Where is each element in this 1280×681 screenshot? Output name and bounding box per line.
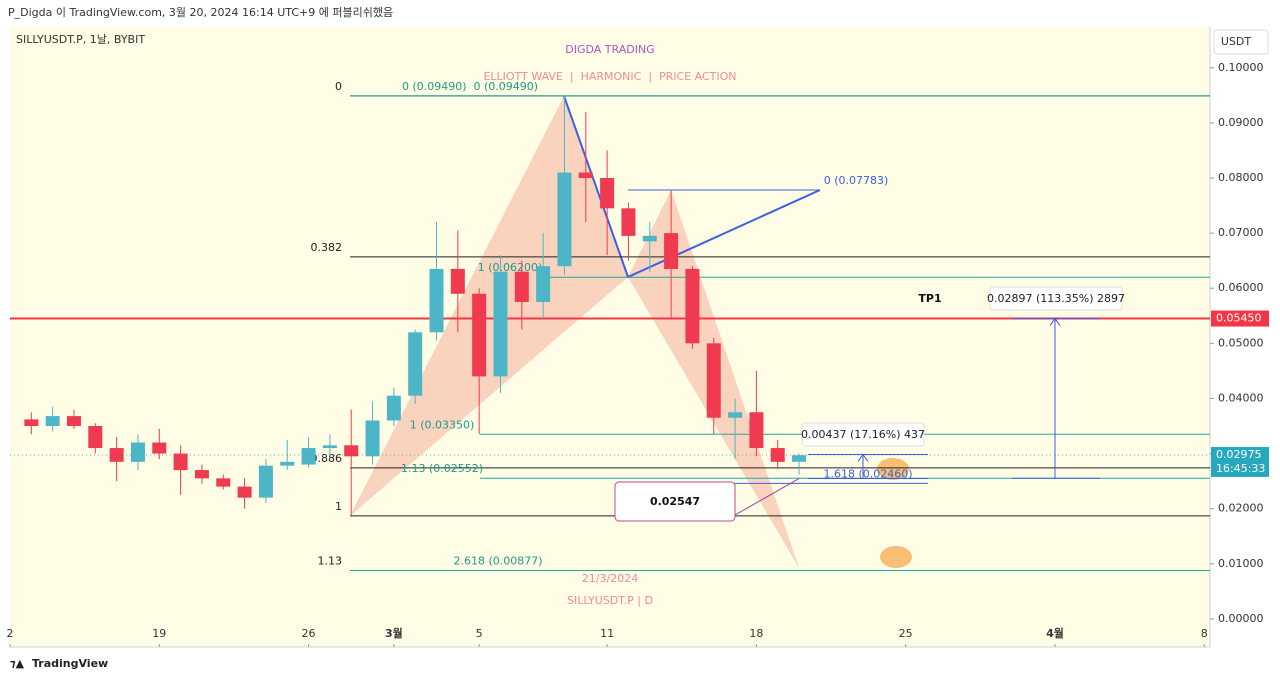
y-tick-label: 0.06000 xyxy=(1218,281,1264,294)
candle-body xyxy=(152,442,167,454)
highlight-blob xyxy=(877,458,909,480)
x-tick-label: 8 xyxy=(1201,627,1208,640)
candle-body xyxy=(130,442,145,462)
candle-body xyxy=(280,461,295,466)
fib-label: 1 xyxy=(335,500,342,513)
candle-body xyxy=(600,178,615,209)
callout-box xyxy=(614,481,736,522)
candle-body xyxy=(578,172,593,179)
x-tick-label: 19 xyxy=(152,627,166,640)
candle-body xyxy=(216,478,231,487)
y-tick-label: 0.07000 xyxy=(1218,226,1264,239)
fib-label: 1 (0.03350) xyxy=(410,418,475,431)
y-tick-label: 0.04000 xyxy=(1218,391,1264,404)
candle-body xyxy=(792,455,807,462)
callout-pointer xyxy=(734,478,800,516)
y-tick-label: 0.02000 xyxy=(1218,502,1264,515)
candle-body xyxy=(706,343,721,418)
plot-background xyxy=(10,27,1210,647)
candle-body xyxy=(770,448,785,462)
candle-body xyxy=(66,416,81,427)
candle-body xyxy=(45,416,60,427)
fib-label: 2.618 (0.00877) xyxy=(453,555,542,568)
x-tick-label: 3월 xyxy=(385,626,403,640)
measure-box xyxy=(801,422,925,447)
title: DIGDA TRADING xyxy=(565,43,654,56)
footer: TradingView xyxy=(32,657,108,670)
candle-body xyxy=(344,445,359,457)
candle-body xyxy=(642,235,657,242)
y-tick-label: 0.00000 xyxy=(1218,612,1264,625)
fib-label: 1.13 (0.02552) xyxy=(401,462,483,475)
measure-arrowhead xyxy=(857,453,869,462)
candle-body xyxy=(173,453,188,471)
y-tick-label: 0.09000 xyxy=(1218,116,1264,129)
candle-body xyxy=(450,268,465,294)
target-label: TP1 xyxy=(918,292,941,305)
candle-body xyxy=(386,395,401,421)
fib-label: 0 (0.09490) 0 (0.09490) xyxy=(402,80,538,93)
x-tick-label: 25 xyxy=(899,627,913,640)
callout-label: 0.02547 xyxy=(650,495,700,508)
candle-body xyxy=(301,448,316,465)
currency-box[interactable] xyxy=(1213,29,1269,55)
candle-body xyxy=(493,271,508,377)
date-note: 21/3/2024 xyxy=(582,572,638,585)
x-tick-label: 5 xyxy=(476,627,483,640)
fib-label: 1 (0.06200) xyxy=(478,261,543,274)
candle-body xyxy=(685,268,700,344)
price-line-tag xyxy=(1211,310,1269,327)
symbol: SILLYUSDT.P, 1날, BYBIT xyxy=(16,33,145,46)
candle-body xyxy=(408,332,423,396)
candle-body xyxy=(237,486,252,498)
fib-label: 1.618 (0.02460) xyxy=(823,467,912,480)
x-tick-label: 11 xyxy=(600,627,614,640)
candle-body xyxy=(109,448,124,462)
candle-body xyxy=(664,233,679,269)
candle-body xyxy=(194,470,209,479)
x-tick-label: 2 xyxy=(7,627,14,640)
y-tick-label: 0.10000 xyxy=(1218,61,1264,74)
subtitle: ELLIOTT WAVE | HARMONIC | PRICE ACTION xyxy=(483,70,736,83)
candle-body xyxy=(365,420,380,457)
candle-body xyxy=(472,293,487,377)
measure-arrowhead xyxy=(1049,317,1061,326)
y-tick-label: 0.08000 xyxy=(1218,171,1264,184)
fib-label: 0 (0.07783) xyxy=(824,174,889,187)
candle-body xyxy=(536,266,551,303)
price-line-label: 0.05450 xyxy=(1216,312,1262,325)
x-tick-label: 26 xyxy=(302,627,316,640)
x-tick-label: 18 xyxy=(749,627,763,640)
measure-label: 0.00437 (17.16%) 437 xyxy=(801,428,925,441)
x-tick-label: 4월 xyxy=(1046,626,1064,640)
candle-body xyxy=(557,172,572,267)
candle-body xyxy=(24,419,39,427)
fib-label: 0 xyxy=(335,80,342,93)
currency: USDT xyxy=(1221,35,1252,48)
pair-note: SILLYUSDT.P | D xyxy=(567,594,653,607)
fib-label: 1.13 xyxy=(318,555,343,568)
candle-body xyxy=(322,445,337,449)
last-price-tag xyxy=(1211,446,1269,477)
measure-label: 0.02897 (113.35%) 2897 xyxy=(987,292,1125,305)
candle-body xyxy=(728,412,743,418)
footer-logo: ⁊▲ xyxy=(10,657,25,670)
candle-body xyxy=(514,271,529,303)
fib-label: 0.382 xyxy=(311,241,343,254)
y-tick-label: 0.01000 xyxy=(1218,557,1264,570)
countdown: 16:45:33 xyxy=(1216,462,1265,475)
candle-body xyxy=(429,268,444,333)
highlight-blob xyxy=(880,546,912,568)
candle-body xyxy=(258,465,273,498)
measure-box xyxy=(989,286,1123,311)
y-tick-label: 0.05000 xyxy=(1218,336,1264,349)
candle-body xyxy=(88,426,103,449)
header: P_Digda 이 TradingView.com, 3월 20, 2024 1… xyxy=(8,6,393,19)
candle-body xyxy=(621,208,636,236)
last-price-label: 0.02975 xyxy=(1216,448,1262,461)
candle-body xyxy=(749,412,764,449)
